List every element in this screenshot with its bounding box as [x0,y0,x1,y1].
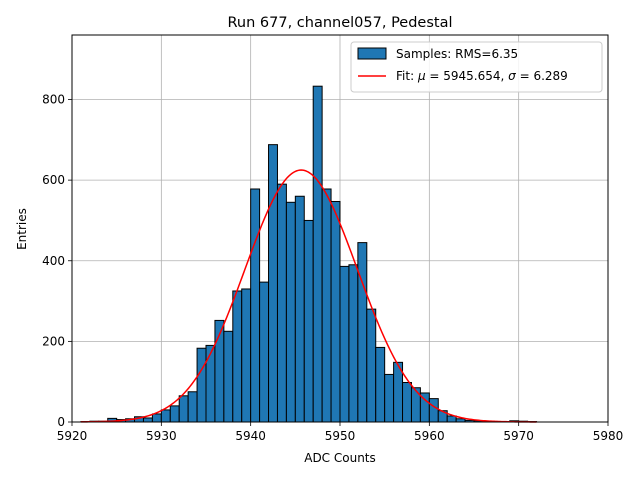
histogram-bar [232,290,243,423]
legend-hist-swatch [357,47,387,60]
y-tick-label: 600 [42,173,65,187]
legend-fit-sigma-value: = 6.289 [516,69,568,83]
histogram-bar [142,417,153,423]
histogram-bar [160,409,171,423]
histogram-bar [428,398,439,423]
histogram-bar [339,265,350,423]
chart-title: Run 677, channel057, Pedestal [227,15,452,31]
x-tick-label: 5920 [57,429,88,443]
legend-hist-label: Samples: RMS=6.35 [396,47,518,61]
histogram-bar [410,387,421,423]
histogram-bar [312,85,323,423]
x-axis-label: ADC Counts [304,451,376,465]
histogram-bars [80,85,538,423]
y-tick-label: 400 [42,254,65,268]
x-tick-label: 5960 [414,429,445,443]
histogram-bar [151,413,162,423]
histogram-bar [196,347,207,423]
legend-fit-mu-value: = 5945.654, [426,69,509,83]
histogram-bar [223,330,234,423]
histogram-bar [169,405,180,423]
histogram-bar [303,219,314,423]
legend-sigma-symbol: σ [508,69,516,83]
y-axis-ticks: 0 200 400 600 800 [42,93,72,429]
x-tick-label: 5940 [235,429,266,443]
legend-fit-prefix: Fit: [396,69,418,83]
histogram-bar [366,308,377,423]
legend-mu-symbol: μ [417,69,426,83]
histogram-bar [268,144,278,423]
histogram-bar [402,381,412,423]
histogram-bar [259,281,270,423]
histogram-bar [375,346,386,423]
histogram-bar [330,200,341,423]
histogram-bar [384,373,395,423]
histogram-bar [276,183,287,423]
histogram-bar [187,391,198,423]
legend: Samples: RMS=6.35 Fit: μ = 5945.654, σ =… [350,41,603,93]
x-tick-label: 5980 [593,429,624,443]
legend-fit-label: Fit: μ = 5945.654, σ = 6.289 [396,69,568,83]
x-tick-label: 5930 [146,429,177,443]
histogram-bar [321,188,332,423]
x-tick-label: 5970 [503,429,534,443]
histogram-bar [285,201,296,423]
histogram-bar [348,264,359,423]
histogram-bar [178,395,189,423]
y-tick-label: 200 [42,334,65,348]
y-tick-label: 0 [57,415,65,429]
gaussian-fit-curve [80,169,537,423]
histogram-bar [250,188,261,423]
histogram-bar [294,195,305,423]
x-tick-label: 5950 [325,429,356,443]
histogram-bar [241,288,252,423]
x-axis-ticks: 5920 5930 5940 5950 5960 5970 5980 [57,422,624,443]
y-axis-label: Entries [15,208,29,250]
histogram-bar [357,242,368,423]
histogram-bar [205,344,216,423]
y-tick-label: 800 [42,93,65,107]
histogram-bar [446,415,457,423]
legend-box [350,41,603,93]
